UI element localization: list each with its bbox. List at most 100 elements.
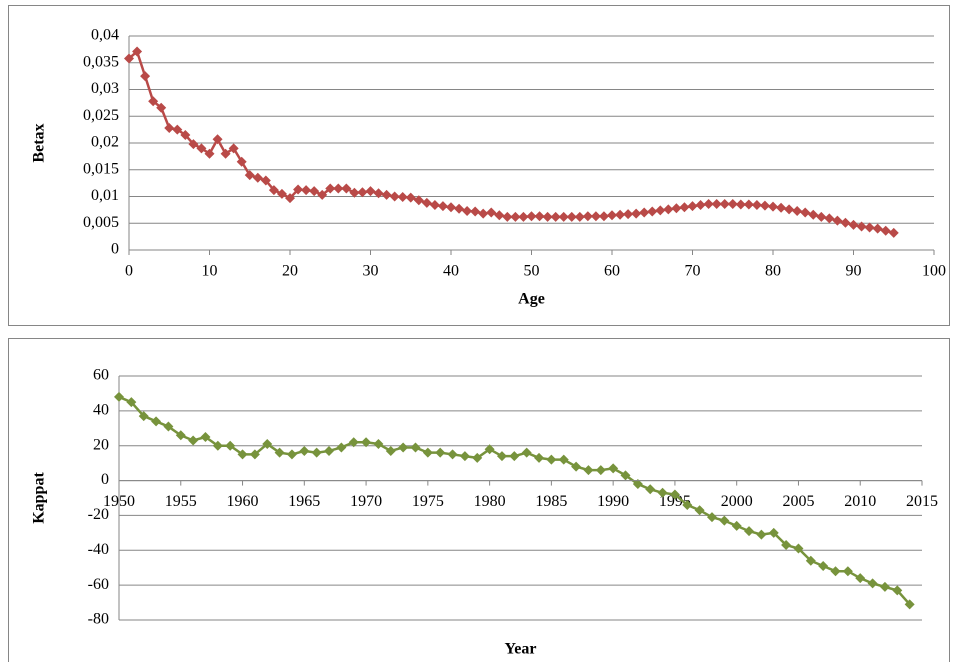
data-point [132, 46, 143, 57]
data-point [864, 222, 875, 233]
data-point [647, 206, 658, 217]
y-tick-label: 0,005 [83, 214, 119, 231]
data-point [687, 201, 698, 212]
x-tick-label: 1975 [412, 493, 444, 510]
data-point [768, 201, 778, 212]
data-point [446, 202, 456, 213]
data-point [781, 540, 792, 551]
data-point [632, 479, 643, 490]
data-point [429, 200, 440, 211]
data-point [645, 484, 656, 495]
data-point [671, 203, 682, 214]
data-point [759, 200, 770, 211]
data-point [669, 489, 680, 500]
x-tick-label: 1965 [288, 493, 320, 510]
x-tick-label: 30 [363, 263, 379, 280]
data-point [558, 211, 569, 222]
x-tick-label: 90 [846, 263, 862, 280]
y-tick-label: -20 [88, 506, 109, 523]
data-point [435, 447, 446, 458]
data-point [333, 183, 344, 194]
y-tick-label: 0,03 [91, 80, 119, 97]
data-point [888, 227, 899, 238]
data-point [615, 209, 626, 220]
data-point [309, 186, 320, 197]
x-axis-title: Year [505, 641, 537, 658]
data-point [534, 452, 545, 463]
y-tick-label: 0,02 [91, 134, 119, 151]
data-point [422, 447, 433, 458]
data-point [818, 560, 829, 571]
data-point [447, 449, 458, 460]
chart-frame [8, 338, 950, 662]
data-point [682, 499, 693, 510]
data-point [249, 449, 260, 460]
y-tick-label: 0,01 [91, 187, 119, 204]
data-point [542, 211, 553, 222]
data-point [502, 211, 513, 222]
x-tick-label: 40 [443, 263, 459, 280]
x-tick-label: 1960 [227, 493, 259, 510]
data-point [126, 397, 137, 408]
data-point [486, 207, 497, 218]
x-tick-label: 10 [202, 263, 218, 280]
x-tick-label: 1980 [474, 493, 506, 510]
data-point [470, 206, 481, 217]
data-point [494, 210, 505, 221]
data-point [156, 102, 167, 113]
data-point [840, 217, 851, 228]
x-tick-label: 2015 [906, 493, 938, 510]
data-point [148, 96, 159, 107]
data-point [276, 188, 287, 199]
y-tick-label: 0,04 [91, 27, 119, 44]
data-point [735, 199, 746, 210]
data-point [719, 515, 730, 526]
chart-frame [8, 5, 950, 326]
x-tick-label: 20 [282, 263, 298, 280]
data-point [631, 208, 642, 219]
data-point [357, 187, 368, 198]
y-tick-label: -60 [88, 576, 109, 593]
data-point [462, 205, 473, 216]
data-point [571, 461, 582, 472]
data-point [188, 139, 199, 150]
x-tick-label: 70 [685, 263, 701, 280]
data-point [236, 156, 247, 167]
data-point [237, 449, 248, 460]
data-point [365, 186, 376, 197]
data-point [348, 437, 359, 448]
data-point [655, 205, 666, 216]
x-tick-label: 0 [125, 263, 133, 280]
data-point [317, 189, 328, 200]
data-point [114, 391, 124, 402]
data-point [582, 211, 593, 222]
data-point [421, 197, 432, 208]
data-point [657, 487, 668, 498]
data-point [225, 440, 236, 451]
data-point [695, 200, 706, 211]
data-point [437, 201, 448, 212]
data-point [459, 451, 470, 462]
data-point [196, 143, 207, 154]
x-tick-label: 1955 [165, 493, 197, 510]
data-point [472, 452, 483, 463]
data-point [293, 184, 304, 195]
data-point [509, 451, 520, 462]
data-point [397, 192, 408, 203]
data-point [385, 445, 396, 456]
x-tick-label: 1995 [659, 493, 691, 510]
data-point [349, 187, 360, 198]
data-point [138, 411, 149, 422]
y-axis-title: Kappat [31, 472, 48, 524]
data-point [164, 123, 175, 134]
data-point [756, 529, 767, 540]
data-point [518, 211, 529, 222]
data-point [285, 193, 295, 204]
data-point [880, 225, 891, 236]
x-tick-label: 2010 [844, 493, 876, 510]
data-point [405, 192, 416, 203]
data-point [768, 527, 779, 538]
data-point [389, 191, 400, 202]
data-point [727, 198, 738, 209]
data-point [904, 599, 915, 610]
